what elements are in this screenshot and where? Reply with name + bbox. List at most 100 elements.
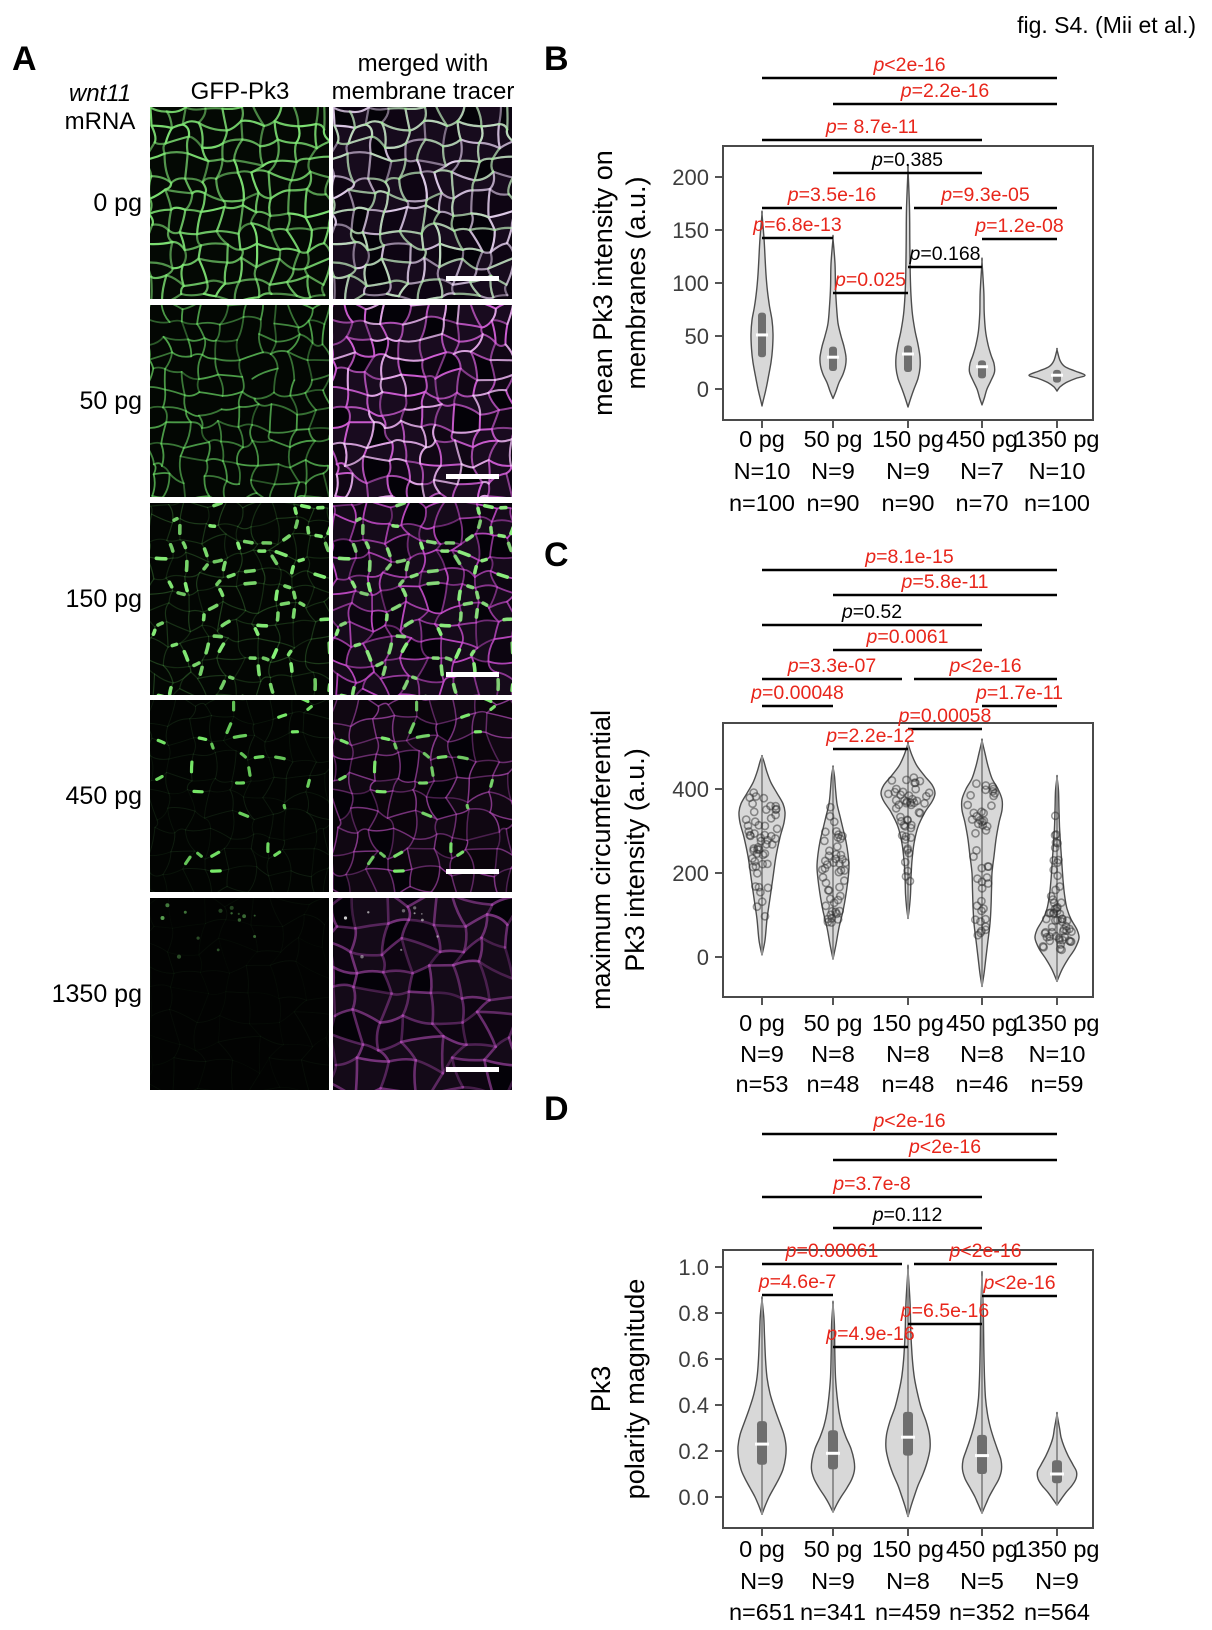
data-point — [835, 891, 845, 901]
cell-count-label: n=564 — [1024, 1599, 1090, 1625]
data-point — [972, 901, 982, 911]
pvalue-label: p=2.2e-12 — [825, 725, 914, 747]
data-point — [836, 850, 846, 860]
data-point — [903, 816, 912, 825]
embryo-count-label: N=9 — [811, 458, 855, 484]
violin-0pg — [737, 1296, 787, 1515]
pvalue-bracket: p=0.385 — [833, 149, 982, 175]
pvalue-bracket: p=2.2e-12 — [825, 725, 915, 751]
pvalue-bracket: p=0.112 — [833, 1204, 982, 1230]
y-tick-label: 150 — [672, 218, 709, 243]
violin-1350pg — [1028, 347, 1086, 392]
cell-count-label: n=59 — [1031, 1071, 1084, 1097]
data-point — [749, 807, 759, 817]
data-point — [981, 914, 990, 924]
y-axis-label: polarity magnitude — [620, 1279, 650, 1500]
pvalue-label: p=0.00048 — [750, 682, 844, 704]
cell-count-label: n=53 — [736, 1071, 789, 1097]
micrograph-0pg-gfp — [150, 107, 329, 299]
pvalue-bracket: p=0.00061 — [762, 1240, 902, 1266]
pvalue-label: p=6.5e-16 — [900, 1300, 989, 1322]
data-point — [823, 914, 833, 924]
scale-bar — [446, 1067, 499, 1072]
micrograph-50pg-merged — [333, 305, 512, 497]
data-point — [903, 844, 913, 854]
micrograph-0pg-merged — [333, 107, 512, 299]
panel-c-letter: C — [544, 536, 569, 574]
data-point — [758, 859, 767, 869]
category-label: 1350 pg — [1015, 1536, 1100, 1562]
plot-frame — [722, 145, 1094, 421]
pvalue-bracket: p=0.00048 — [750, 682, 844, 708]
data-point — [751, 882, 760, 891]
violin-50pg — [810, 1300, 856, 1513]
data-point — [838, 854, 847, 864]
pvalue-bracket: p<2e-16 — [914, 1240, 1057, 1266]
data-point — [825, 811, 835, 821]
pvalue-label: p=3.3e-07 — [787, 655, 876, 677]
category-label: 150 pg — [872, 1536, 944, 1562]
data-point — [840, 866, 849, 875]
data-point — [1053, 902, 1062, 912]
pvalue-bracket: p=1.2e-08 — [974, 215, 1064, 241]
data-point — [760, 821, 770, 831]
data-point — [1057, 917, 1067, 927]
column-header-merged-1: merged with — [357, 50, 489, 77]
panel-C-chart: maximum circumferential Pk3 intensity (a.… — [586, 546, 1099, 1097]
y-axis-label: maximum circumferential — [586, 710, 616, 1010]
pvalue-bracket: p=6.5e-16 — [900, 1300, 989, 1326]
pvalue-label: p=3.7e-8 — [832, 1173, 911, 1195]
pvalue-bracket: p=3.5e-16 — [762, 184, 902, 210]
pvalue-label: p=9.3e-05 — [940, 184, 1030, 206]
data-point — [1054, 933, 1064, 943]
pvalue-label: p=0.168 — [908, 243, 980, 265]
micrograph-450pg-merged — [333, 700, 512, 892]
data-point — [900, 857, 910, 867]
column-header-merged-2: membrane tracer — [331, 78, 515, 105]
cell-count-label: n=341 — [800, 1599, 866, 1625]
data-point — [973, 874, 982, 884]
data-point — [832, 827, 841, 836]
data-point — [820, 836, 829, 846]
category-label: 50 pg — [804, 1536, 863, 1562]
data-point — [834, 867, 844, 877]
category-label: 50 pg — [804, 1010, 863, 1036]
data-point — [826, 802, 835, 812]
data-point — [759, 793, 769, 803]
panel-B-chart: mean Pk3 intensity on membranes (a.u.) 0 50… — [588, 54, 1099, 516]
embryo-count-label: N=5 — [960, 1568, 1004, 1594]
scale-bar — [446, 672, 499, 677]
cell-count-label: n=48 — [807, 1071, 860, 1097]
data-point — [751, 792, 761, 801]
data-point — [821, 827, 830, 837]
data-point — [1049, 856, 1059, 865]
data-point — [904, 791, 914, 800]
pvalue-label: p=0.385 — [871, 149, 943, 171]
scale-bar — [446, 474, 499, 479]
pvalue-label: p=8.1e-15 — [864, 546, 954, 568]
violin-1350pg — [1034, 774, 1080, 983]
pvalue-label: p<2e-16 — [948, 1240, 1021, 1262]
data-point — [1041, 927, 1050, 937]
data-point — [1065, 924, 1074, 934]
y-tick-label: 0 — [697, 377, 709, 402]
y-tick-label: 0.0 — [678, 1485, 709, 1510]
violin-450pg — [968, 257, 996, 406]
data-point — [1047, 922, 1057, 932]
data-point — [824, 886, 834, 895]
data-point — [1053, 871, 1063, 881]
data-point — [983, 879, 993, 888]
data-point — [760, 849, 770, 858]
y-tick-label: 0.2 — [678, 1439, 709, 1464]
violin-0pg — [750, 210, 774, 407]
pvalue-label: p=4.6e-7 — [758, 1271, 837, 1293]
pvalue-label: p= 8.7e-11 — [825, 116, 918, 138]
embryo-count-label: N=10 — [1029, 458, 1086, 484]
pvalue-bracket: p=8.1e-15 — [762, 546, 1057, 572]
dose-label-1350pg: 1350 pg — [51, 980, 142, 1008]
data-point — [901, 832, 911, 841]
data-point — [977, 896, 986, 906]
y-tick-label: 200 — [672, 165, 709, 190]
data-point — [977, 906, 986, 916]
data-point — [743, 821, 753, 831]
